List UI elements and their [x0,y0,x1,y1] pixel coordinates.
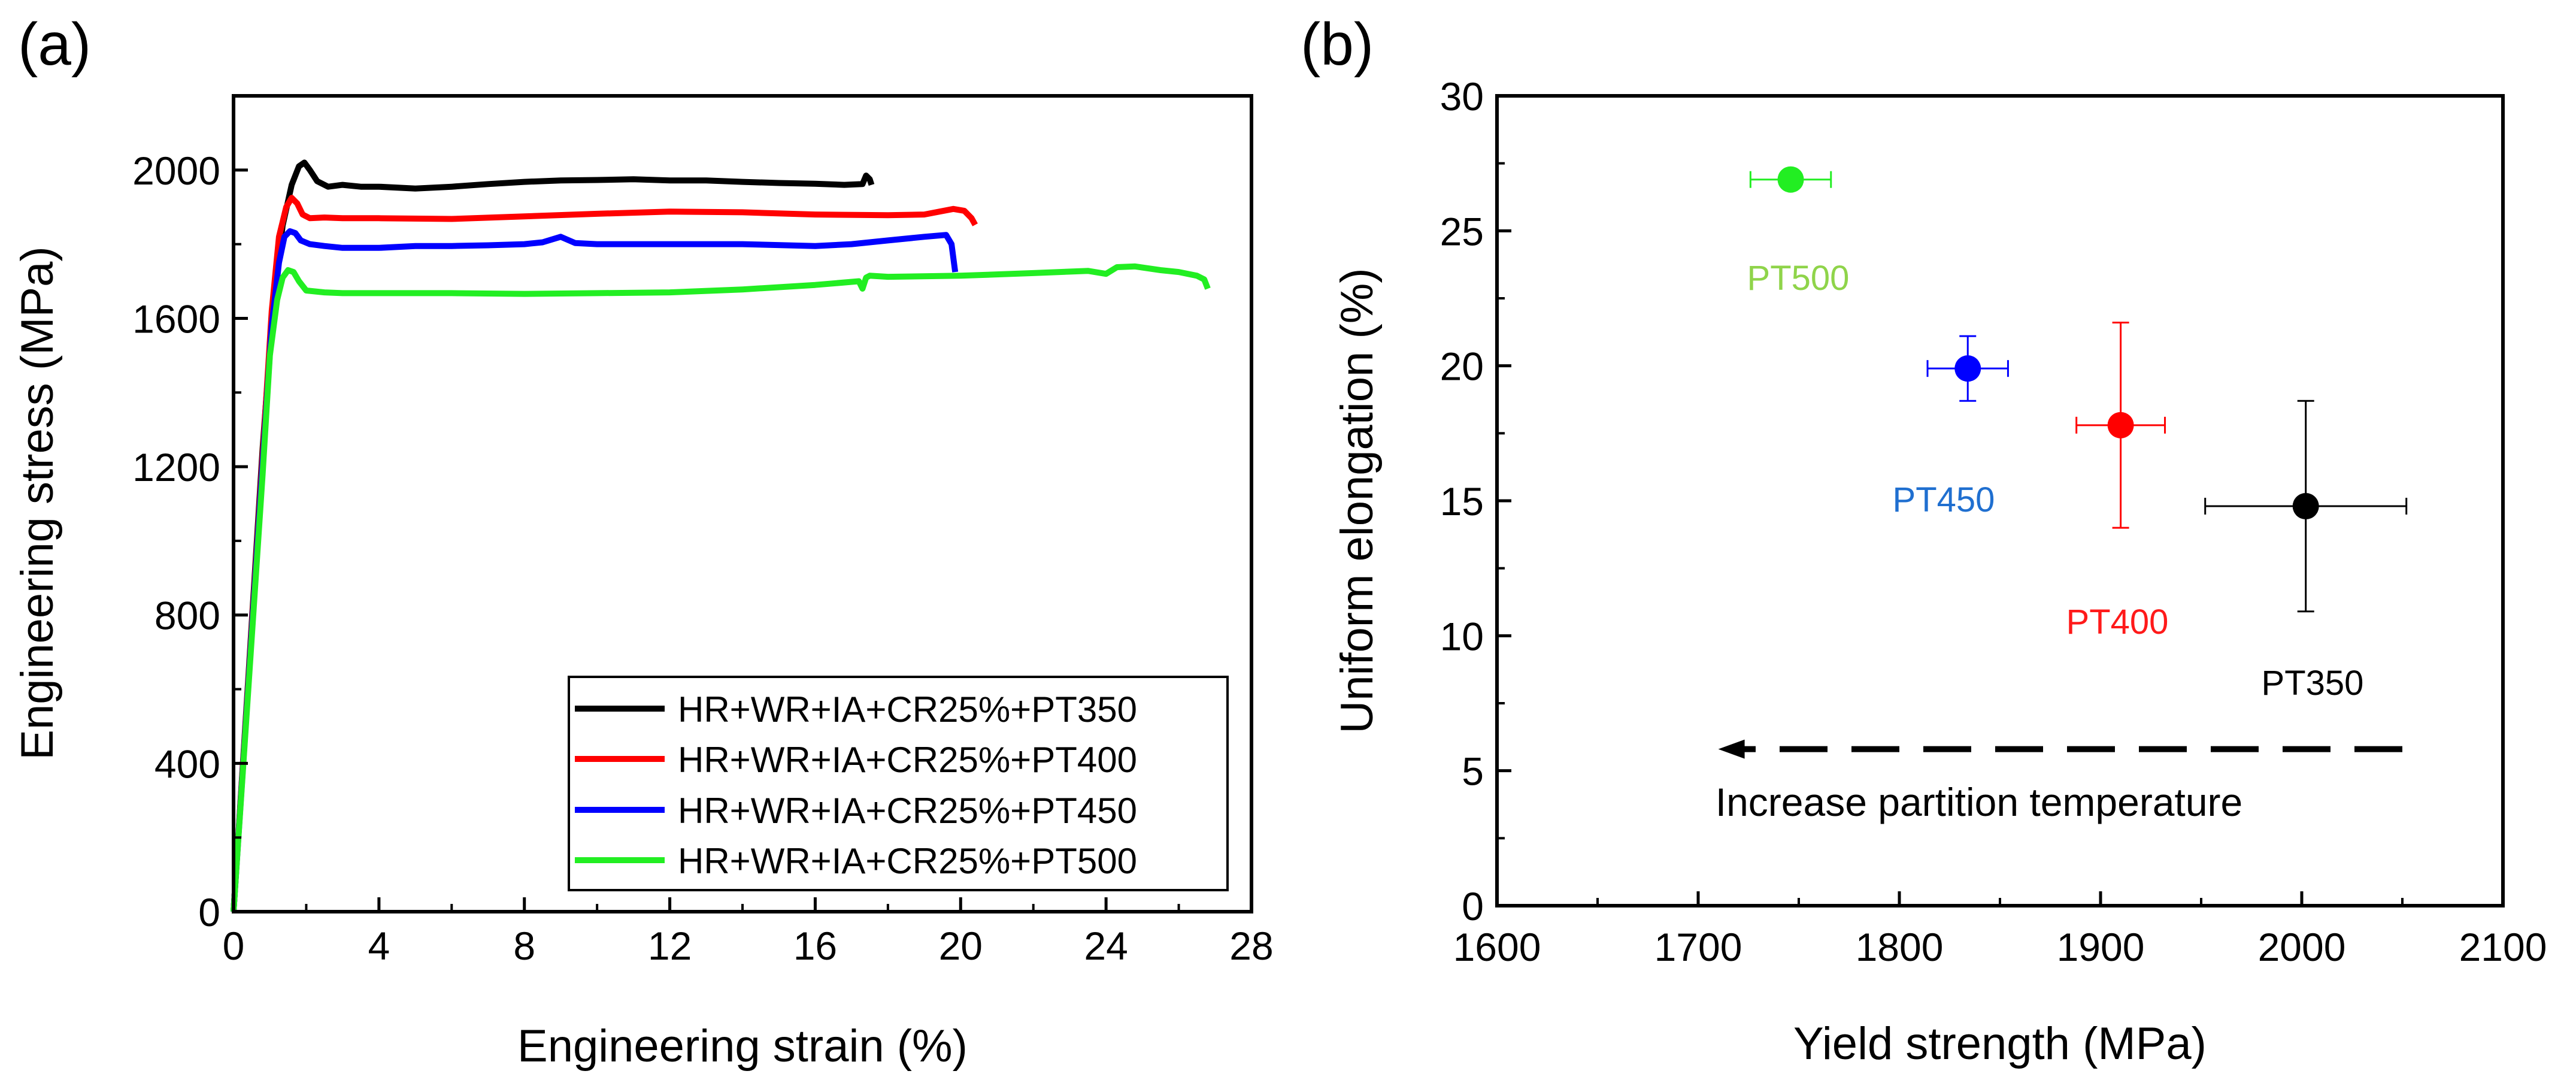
legend-entry-pt400: HR+WR+IA+CR25%+PT400 [678,740,1137,780]
panel-b: (b) 1600 1700 1800 1900 2000 2100 0 5 10 15 20 25 30… [1301,11,2547,1069]
panel-a-x-axis-label: Engineering strain (%) [517,1021,968,1072]
y-tick-label: 5 [1462,749,1484,794]
x-tick-label: 8 [513,924,535,968]
panel-a-series-group [231,159,1211,912]
x-tick-label: 28 [1229,924,1273,968]
point-label-pt400: PT400 [2066,603,2169,642]
y-tick-label: 0 [198,890,220,934]
point-label-pt350: PT350 [2262,664,2364,703]
y-tick-label: 1200 [132,445,220,489]
y-tick-label: 400 [154,742,220,786]
y-tick-label: 15 [1440,479,1484,524]
y-tick-label: 20 [1440,344,1484,389]
y-tick-label: 2000 [132,149,220,193]
panel-a-y-axis-label: Engineering stress (MPa) [12,246,63,760]
legend-entry-pt450: HR+WR+IA+CR25%+PT450 [678,791,1137,831]
y-tick-label: 800 [154,594,220,638]
y-tick-label: 10 [1440,614,1484,658]
data-point-pt500 [1777,166,1804,193]
x-tick-label: 24 [1084,924,1128,968]
panel-a: (a) 0 4 8 12 16 20 24 28 0 400 800 1200 1600 2000 Eng… [12,11,1274,1072]
data-point-pt400 [2107,412,2134,438]
panel-a-legend: HR+WR+IA+CR25%+PT350 HR+WR+IA+CR25%+PT40… [568,676,1229,891]
legend-entry-pt500: HR+WR+IA+CR25%+PT500 [678,841,1137,881]
legend-box [568,676,1229,891]
x-tick-label: 1600 [1453,925,1541,969]
x-tick-label: 12 [648,924,692,968]
x-tick-label: 4 [368,924,390,968]
point-label-pt500: PT500 [1747,259,1850,298]
series-line-pt450 [231,228,959,912]
increase-temperature-annotation: Increase partition temperature [1716,780,2242,824]
x-tick-label: 1900 [2057,925,2145,969]
x-tick-label: 2000 [2258,925,2346,969]
panel-b-points-group [1749,166,2408,613]
x-tick-label: 1800 [1856,925,1944,969]
series-line-pt400 [231,195,978,912]
temperature-arrow-head [1718,739,1745,759]
x-tick-label: 1700 [1654,925,1742,969]
panel-b-ticks: 1600 1700 1800 1900 2000 2100 0 5 10 15 20 25 30 [1440,74,2547,969]
x-tick-label: 2100 [2459,925,2547,969]
series-line-pt350 [231,159,875,912]
series-line-pt500 [231,263,1211,912]
x-tick-label: 16 [793,924,837,968]
panel-a-ticks: 0 4 8 12 16 20 24 28 0 400 800 1200 1600 2000 [132,149,1274,968]
x-tick-label: 0 [223,924,245,968]
y-tick-label: 0 [1462,884,1484,928]
legend-entry-pt350: HR+WR+IA+CR25%+PT350 [678,689,1137,730]
panel-b-x-axis-label: Yield strength (MPa) [1793,1018,2207,1069]
data-point-pt350 [2292,493,2319,520]
panel-b-y-axis-label: Uniform elongation (%) [1332,268,1383,733]
panel-a-label: (a) [18,11,91,78]
panel-b-label: (b) [1301,11,1374,78]
y-tick-label: 1600 [132,297,220,341]
y-tick-label: 25 [1440,209,1484,253]
x-tick-label: 20 [939,924,983,968]
y-tick-label: 30 [1440,74,1484,119]
point-label-pt450: PT450 [1893,480,1995,519]
data-point-pt450 [1954,355,1981,382]
